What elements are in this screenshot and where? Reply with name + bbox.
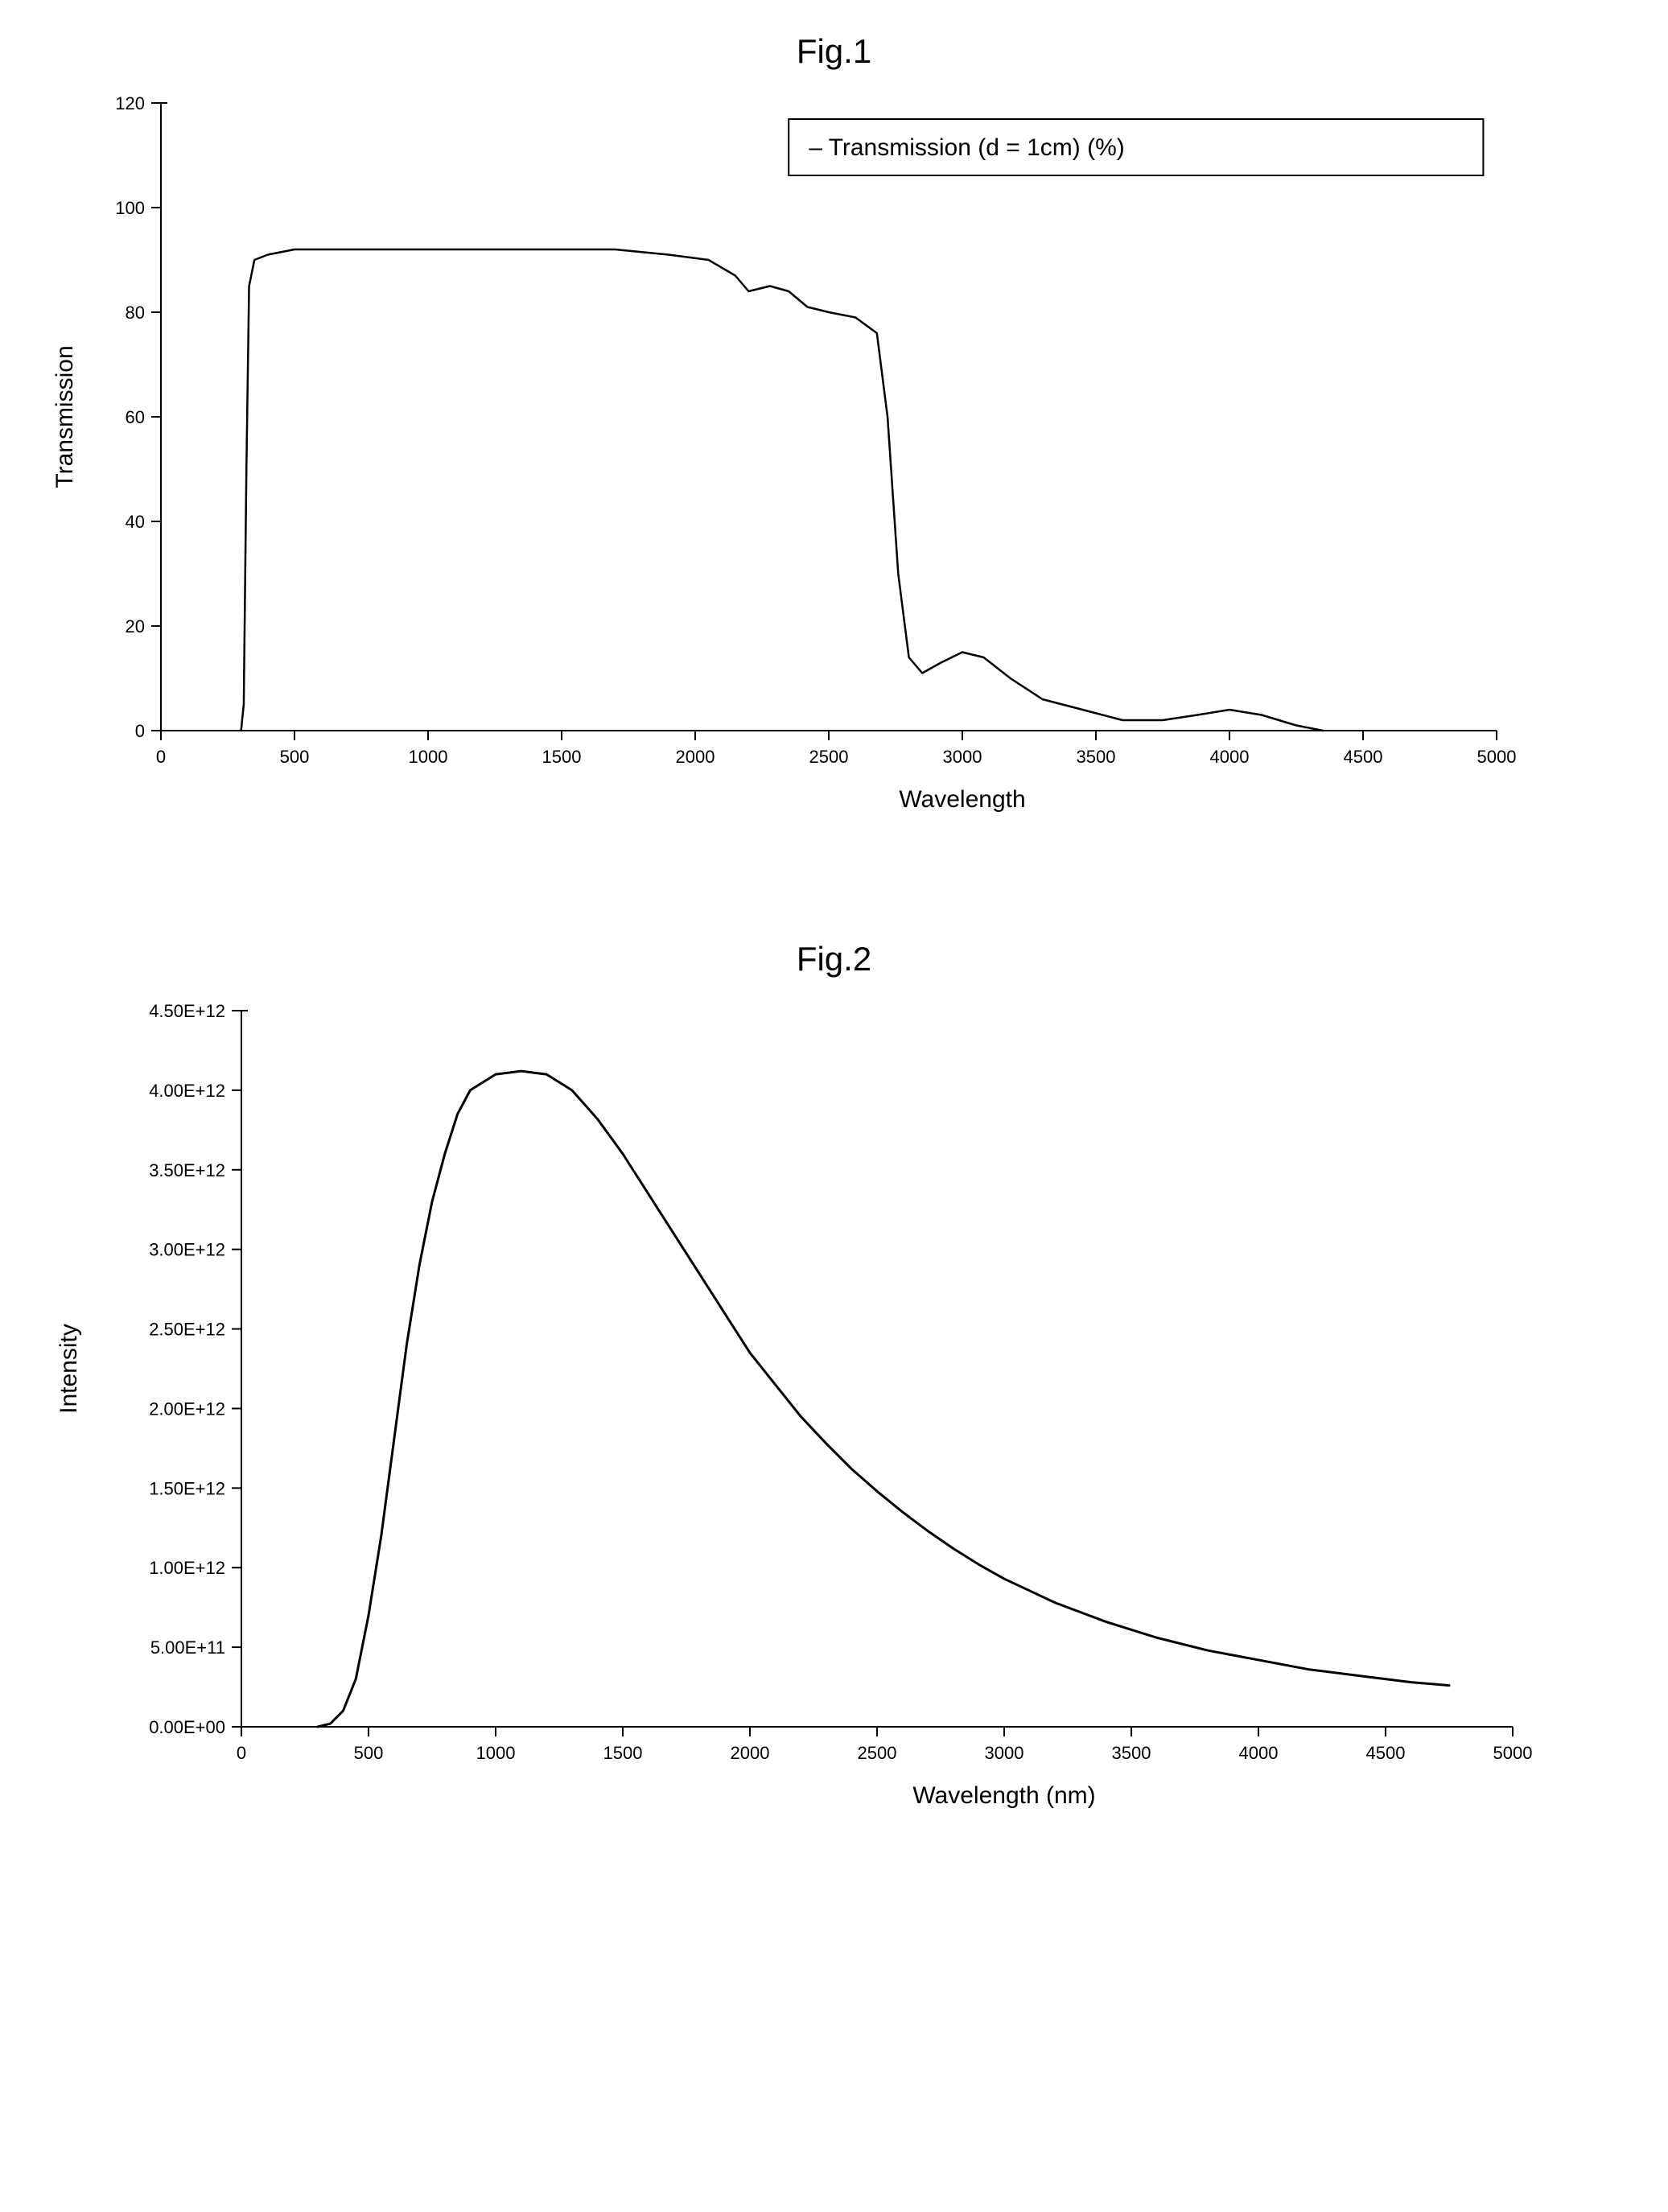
svg-text:5.00E+11: 5.00E+11 [150, 1637, 225, 1658]
svg-text:4000: 4000 [1239, 1743, 1279, 1763]
svg-text:2500: 2500 [858, 1743, 897, 1763]
svg-text:2.00E+12: 2.00E+12 [149, 1398, 225, 1419]
svg-text:5000: 5000 [1493, 1743, 1533, 1763]
svg-text:120: 120 [115, 93, 145, 113]
svg-text:1500: 1500 [542, 747, 582, 767]
svg-text:40: 40 [126, 512, 145, 532]
figure-2-container: Fig.2 0 500 1000 1500 2000 2500 3000 3500 4000 45… [32, 940, 1636, 1872]
svg-text:– Transmission (d = 1cm) (%): – Transmission (d = 1cm) (%) [809, 134, 1125, 161]
fig2-title: Fig.2 [32, 940, 1636, 978]
svg-text:1.00E+12: 1.00E+12 [149, 1558, 225, 1578]
svg-text:2000: 2000 [676, 747, 715, 767]
svg-text:4.50E+12: 4.50E+12 [149, 1001, 225, 1021]
svg-text:3000: 3000 [985, 1743, 1024, 1763]
svg-text:2.50E+12: 2.50E+12 [149, 1320, 225, 1340]
svg-text:3500: 3500 [1112, 1743, 1151, 1763]
svg-text:3000: 3000 [943, 747, 982, 767]
svg-text:5000: 5000 [1477, 747, 1517, 767]
fig1-chart: 0500100015002000250030003500400045005000… [32, 79, 1561, 843]
svg-text:Wavelength (nm): Wavelength (nm) [912, 1782, 1095, 1809]
svg-text:0: 0 [135, 721, 145, 741]
svg-text:500: 500 [280, 747, 310, 767]
svg-text:0: 0 [156, 747, 166, 767]
svg-text:2500: 2500 [809, 747, 849, 767]
svg-text:3.00E+12: 3.00E+12 [149, 1240, 225, 1260]
svg-text:4000: 4000 [1210, 747, 1250, 767]
svg-text:20: 20 [126, 616, 145, 636]
svg-text:0: 0 [237, 1743, 246, 1763]
svg-text:0.00E+00: 0.00E+00 [149, 1717, 225, 1737]
svg-text:Intensity: Intensity [56, 1324, 82, 1414]
svg-text:1500: 1500 [603, 1743, 643, 1763]
figure-1-container: Fig.1 0500100015002000250030003500400045… [32, 32, 1636, 843]
fig1-title: Fig.1 [32, 32, 1636, 71]
svg-text:3.50E+12: 3.50E+12 [149, 1160, 225, 1180]
svg-text:Transmission: Transmission [51, 345, 78, 488]
svg-text:1000: 1000 [476, 1743, 516, 1763]
svg-text:4.00E+12: 4.00E+12 [149, 1081, 225, 1101]
fig2-chart: 0 500 1000 1500 2000 2500 3000 3500 4000 4500 5000… [32, 987, 1561, 1872]
svg-text:1.50E+12: 1.50E+12 [149, 1478, 225, 1498]
svg-text:60: 60 [126, 407, 145, 427]
svg-text:2000: 2000 [731, 1743, 770, 1763]
svg-text:4500: 4500 [1344, 747, 1383, 767]
svg-text:500: 500 [354, 1743, 384, 1763]
svg-text:1000: 1000 [409, 747, 448, 767]
svg-text:3500: 3500 [1077, 747, 1116, 767]
svg-text:4500: 4500 [1366, 1743, 1406, 1763]
svg-text:100: 100 [115, 198, 145, 218]
svg-text:80: 80 [126, 303, 145, 323]
svg-text:Wavelength: Wavelength [899, 786, 1025, 813]
